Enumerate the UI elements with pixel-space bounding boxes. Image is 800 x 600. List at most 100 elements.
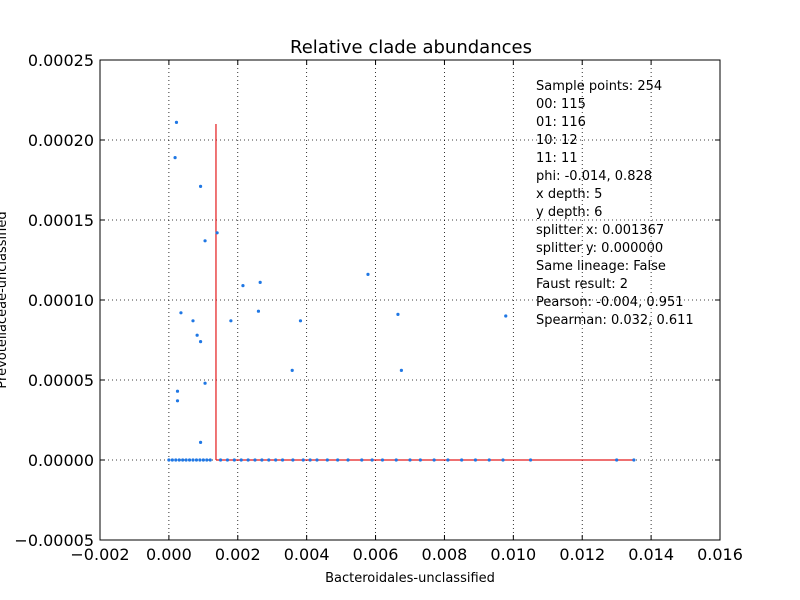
data-point: [208, 458, 212, 462]
x-axis-label: Bacteroidales-unclassified: [325, 571, 495, 586]
data-point: [399, 368, 403, 372]
data-point: [174, 458, 178, 462]
x-tick-label: 0.010: [490, 545, 536, 564]
data-point: [232, 458, 236, 462]
y-axis-label: Prevotellaceae-unclassified: [0, 211, 10, 388]
data-point: [175, 389, 180, 393]
data-point: [179, 311, 183, 315]
data-point: [256, 309, 261, 313]
x-tick-label: 0.006: [353, 545, 399, 564]
data-point: [380, 458, 385, 462]
annotation-line: 00: 115: [536, 97, 586, 112]
data-point: [408, 458, 412, 462]
annotation-line: 01: 116: [536, 115, 586, 130]
data-point: [239, 458, 243, 462]
data-point: [298, 319, 303, 323]
y-tick-label: 0.00025: [28, 51, 94, 70]
x-tick-label: 0.000: [146, 545, 192, 564]
data-point: [181, 458, 185, 462]
annotation-line: 11: 11: [536, 151, 578, 166]
annotation-line: Same lineage: False: [536, 259, 666, 274]
chart-title: Relative clade abundances: [290, 37, 532, 58]
data-point: [360, 458, 364, 462]
annotation-line: 10: 12: [536, 133, 578, 148]
data-point: [325, 458, 329, 462]
data-point: [203, 381, 207, 385]
data-point: [615, 458, 619, 462]
data-point: [215, 231, 219, 235]
annotation-line: splitter y: 0.000000: [536, 241, 663, 256]
data-point: [274, 458, 278, 462]
x-tick-label: 0.016: [697, 545, 743, 564]
data-point: [198, 184, 203, 188]
annotation-line: splitter x: 0.001367: [536, 223, 664, 238]
data-point: [280, 458, 285, 462]
data-point: [205, 458, 209, 462]
y-tick-label: 0.00010: [28, 291, 94, 310]
data-point: [460, 458, 464, 462]
data-point: [308, 458, 312, 462]
x-tick-label: 0.014: [628, 545, 674, 564]
x-tick-label: −0.002: [70, 545, 129, 564]
data-point: [203, 239, 207, 243]
annotation-line: y depth: 6: [536, 205, 602, 220]
data-point: [260, 458, 264, 462]
data-point: [290, 368, 294, 372]
data-point: [528, 458, 533, 462]
data-point: [175, 399, 180, 403]
y-tick-label: 0.00005: [28, 371, 94, 390]
annotation-line: phi: -0.014, 0.828: [536, 169, 652, 184]
data-point: [446, 458, 450, 462]
data-point: [504, 314, 508, 318]
data-point: [396, 312, 400, 316]
data-point: [487, 458, 491, 462]
x-tick-label: 0.004: [284, 545, 330, 564]
y-tick-label: 0.00020: [28, 131, 94, 150]
data-point: [173, 156, 177, 160]
annotation-line: x depth: 5: [536, 187, 602, 202]
grid-layer: [100, 60, 720, 540]
data-point: [632, 458, 636, 462]
annotation-line: Pearson: -0.004, 0.951: [536, 295, 684, 310]
splitter-lines: [215, 124, 634, 461]
data-point: [177, 458, 181, 462]
data-point: [501, 458, 505, 462]
data-point: [301, 458, 305, 462]
data-point: [195, 333, 199, 337]
data-point: [346, 458, 350, 462]
data-point: [174, 120, 179, 124]
data-point: [315, 458, 319, 462]
data-point: [167, 458, 171, 462]
y-tick-label: 0.00000: [28, 451, 94, 470]
data-point: [473, 458, 478, 462]
data-point: [366, 272, 370, 276]
data-point: [246, 458, 250, 462]
data-point: [225, 458, 230, 462]
data-point: [191, 458, 195, 462]
data-point: [218, 458, 223, 462]
data-point: [184, 458, 188, 462]
y-tick-label: 0.00015: [28, 211, 94, 230]
data-point: [291, 458, 295, 462]
annotation-line: Faust result: 2: [536, 277, 628, 292]
x-tick-label: 0.012: [559, 545, 605, 564]
data-point: [187, 458, 192, 462]
data-point: [198, 458, 202, 462]
data-point: [336, 458, 340, 462]
data-point: [370, 458, 374, 462]
data-point: [432, 458, 436, 462]
axis-ticks: −0.002 0.000 0.002 0.004 0.006 0.008 0.010 0.01…: [14, 51, 742, 564]
x-tick-label: 0.008: [422, 545, 468, 564]
data-point: [267, 458, 271, 462]
data-point: [198, 440, 203, 444]
data-point: [191, 319, 195, 323]
data-point: [253, 458, 257, 462]
data-point: [394, 458, 398, 462]
annotation-line: Sample points: 254: [536, 79, 662, 94]
x-tick-label: 0.002: [215, 545, 261, 564]
y-tick-label: −0.00005: [14, 531, 94, 550]
annotation-line: Spearman: 0.032, 0.611: [536, 313, 694, 328]
data-point: [418, 458, 422, 462]
data-point: [229, 319, 233, 323]
